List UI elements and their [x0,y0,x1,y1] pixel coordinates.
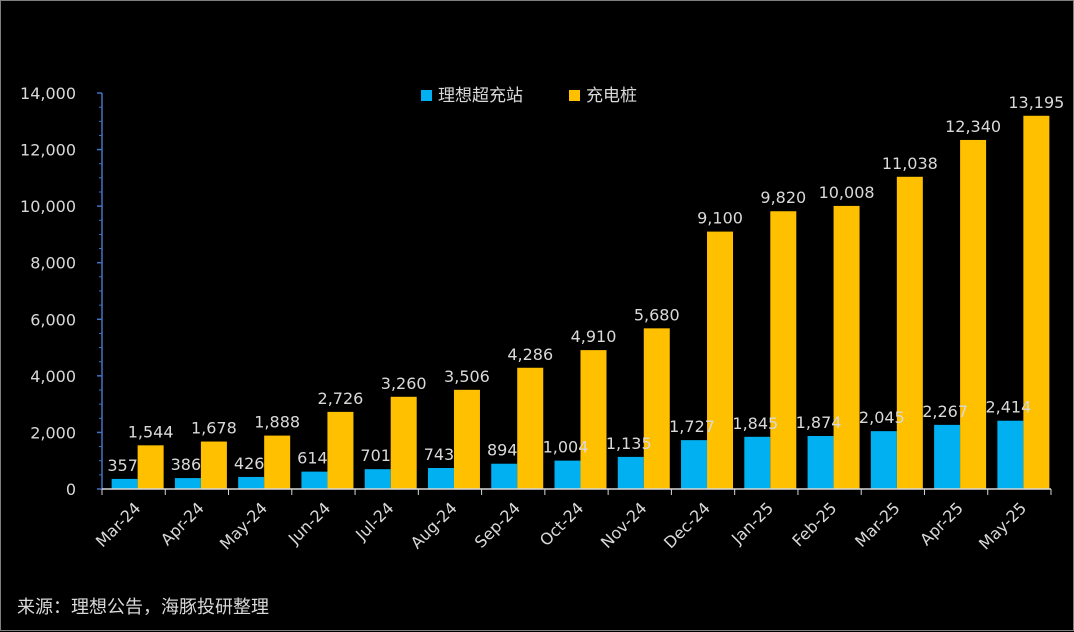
data-label: 3,260 [381,374,427,393]
bar [870,431,897,489]
data-label: 1,678 [191,419,237,438]
data-label: 4,286 [507,345,553,364]
data-label: 3,506 [444,367,490,386]
bar [997,420,1024,489]
x-tick-label: Sep-24 [471,498,524,551]
legend: 理想超充站 充电桩 [421,86,637,106]
bar [327,411,354,489]
x-tick-label: Jul-24 [351,498,397,544]
x-tick-label: May-25 [975,498,1030,553]
data-label: 426 [234,454,265,473]
data-label: 1,874 [796,413,842,432]
bar [453,389,480,489]
bar [617,456,644,489]
bars [111,115,1050,490]
x-tick-label: Apr-25 [916,498,967,549]
data-label: 11,038 [882,154,938,173]
data-label: 894 [487,441,518,460]
legend-label: 理想超充站 [438,86,523,106]
x-tick-label: Nov-24 [597,498,651,552]
data-label: 1,888 [254,413,300,432]
bar [238,476,265,489]
x-tick-label: Feb-25 [788,498,840,550]
bar [934,424,961,489]
x-tick-label: Aug-24 [407,498,461,552]
bar [111,478,138,489]
y-tick-label: 4,000 [30,367,76,386]
data-label: 9,820 [760,188,806,207]
data-label: 10,008 [819,183,875,202]
x-tick-label: Apr-24 [157,498,208,549]
data-label: 9,100 [697,209,743,228]
bar [491,463,518,489]
bar [744,436,771,489]
legend-swatch [421,90,432,101]
data-label: 386 [171,455,202,474]
bar [807,435,834,489]
y-tick-label: 2,000 [30,423,76,442]
data-label: 2,267 [922,402,968,421]
x-tick-label: Oct-24 [536,498,587,549]
y-tick-label: 6,000 [30,310,76,329]
bar [301,471,328,489]
bar [1023,115,1050,490]
data-label: 13,195 [1008,93,1064,112]
data-label: 5,680 [634,305,680,324]
bar [200,441,227,489]
bar [364,469,391,489]
x-tick-label: Mar-24 [92,498,145,551]
x-tick-label: Jun-24 [284,498,334,548]
bar [681,440,708,489]
bar [896,176,923,489]
data-label: 2,726 [318,389,364,408]
bar [174,478,201,489]
x-axis: Mar-24 Apr-24 May-24 Jun-24 Jul-24 Aug-24 Sep-… [92,488,1052,554]
bar [833,205,860,489]
x-tick-label: Dec-24 [660,498,714,552]
bar [137,445,164,489]
legend-swatch [569,90,580,101]
data-label: 1,004 [543,438,589,457]
data-label: 12,340 [945,117,1001,136]
y-tick-label: 0 [66,480,76,499]
x-tick-label: Mar-25 [851,498,904,551]
data-label: 2,045 [859,408,905,427]
data-label: 614 [297,449,328,468]
data-label: 357 [107,456,138,475]
bar [580,350,607,489]
data-label: 743 [424,445,455,464]
bar [960,139,987,489]
source-note: 来源：理想公告，海豚投研整理 [17,597,269,618]
bar [264,435,291,489]
data-labels: 357 1,544 386 1,678 426 1,888 614 2,726 701 3,260… [107,93,1064,475]
y-tick-label: 12,000 [20,141,76,160]
y-axis: 0 2,000 4,000 6,000 8,000 10,000 12,000 14,000 [20,84,103,499]
x-tick-label: Jan-25 [727,498,777,548]
y-tick-label: 10,000 [20,197,76,216]
data-label: 701 [360,446,391,465]
data-label: 2,414 [985,398,1031,417]
bar [707,231,734,489]
data-label: 4,910 [571,327,617,346]
x-tick-label: May-24 [216,498,271,553]
data-label: 1,845 [732,414,778,433]
bar [770,211,797,489]
bar [643,328,670,489]
y-tick-label: 14,000 [20,84,76,103]
data-label: 1,135 [606,434,652,453]
bar [427,467,454,489]
y-tick-label: 8,000 [30,254,76,273]
data-label: 1,727 [669,417,715,436]
bar [390,396,417,489]
bar [517,367,544,489]
data-label: 1,544 [128,422,174,441]
legend-label: 充电桩 [586,86,637,106]
bar [554,460,581,489]
